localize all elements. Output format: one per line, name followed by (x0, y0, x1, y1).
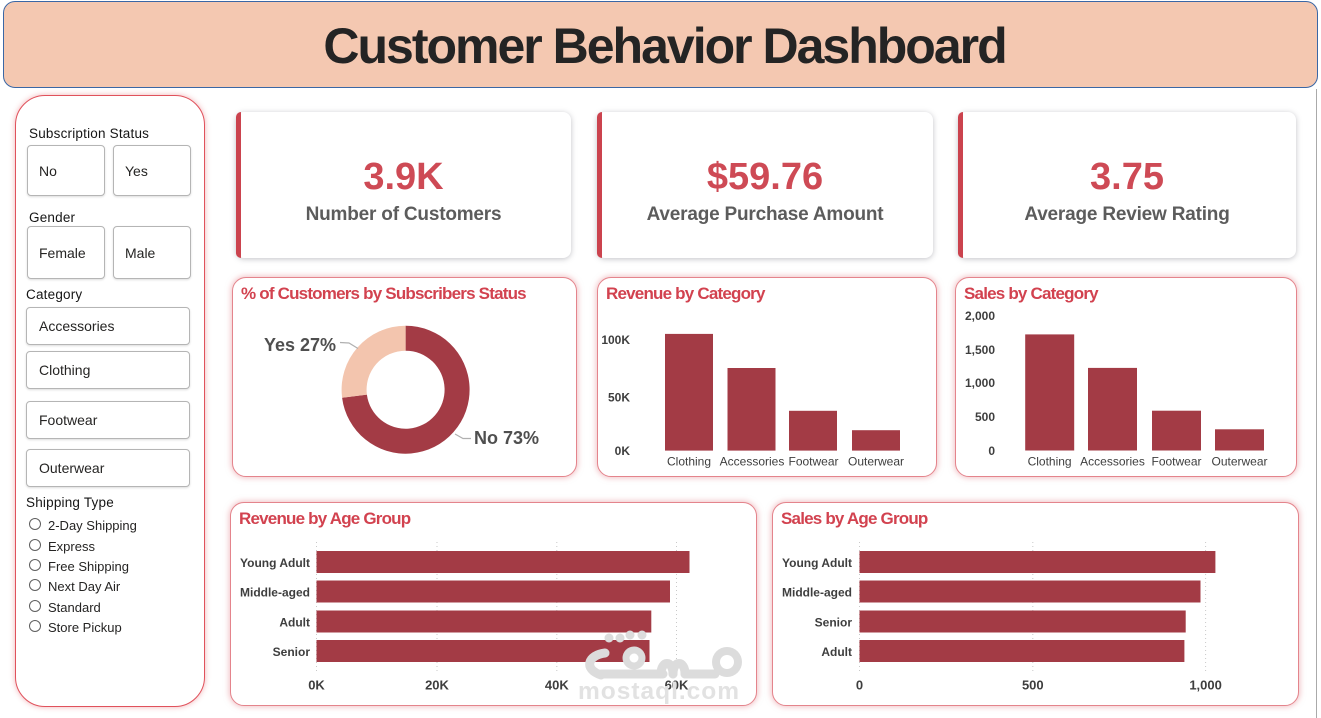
svg-text:100K: 100K (601, 333, 630, 347)
svg-text:Adult: Adult (279, 616, 310, 630)
svg-text:500: 500 (1022, 678, 1044, 693)
svg-text:Outerwear: Outerwear (1211, 455, 1267, 469)
svg-text:0: 0 (988, 444, 995, 458)
svg-text:0K: 0K (615, 444, 631, 458)
svg-text:2,000: 2,000 (965, 309, 995, 323)
svg-text:40K: 40K (545, 678, 569, 693)
svg-text:Footwear: Footwear (1151, 455, 1201, 469)
svg-text:Clothing: Clothing (667, 455, 711, 469)
svg-text:20K: 20K (425, 678, 449, 693)
svg-text:No 73%: No 73% (474, 428, 539, 448)
svg-text:Senior: Senior (815, 616, 853, 630)
svg-text:Senior: Senior (273, 645, 311, 659)
svg-text:Clothing: Clothing (1028, 455, 1072, 469)
svg-text:Middle-aged: Middle-aged (782, 586, 852, 600)
svg-text:0K: 0K (308, 678, 325, 693)
svg-text:0: 0 (856, 678, 863, 693)
svg-text:Adult: Adult (821, 645, 852, 659)
svg-text:Young Adult: Young Adult (782, 556, 852, 570)
svg-text:Footwear: Footwear (788, 455, 838, 469)
svg-text:1,000: 1,000 (965, 376, 995, 390)
svg-text:60K: 60K (665, 678, 689, 693)
svg-text:Middle-aged: Middle-aged (240, 586, 310, 600)
svg-text:Accessories: Accessories (720, 455, 785, 469)
svg-text:Young Adult: Young Adult (240, 556, 310, 570)
svg-text:Outerwear: Outerwear (848, 455, 904, 469)
svg-text:50K: 50K (608, 391, 630, 405)
svg-text:1,500: 1,500 (965, 343, 995, 357)
svg-text:Yes 27%: Yes 27% (264, 335, 336, 355)
svg-text:500: 500 (975, 410, 995, 424)
svg-text:Accessories: Accessories (1080, 455, 1145, 469)
svg-text:1,000: 1,000 (1189, 678, 1222, 693)
